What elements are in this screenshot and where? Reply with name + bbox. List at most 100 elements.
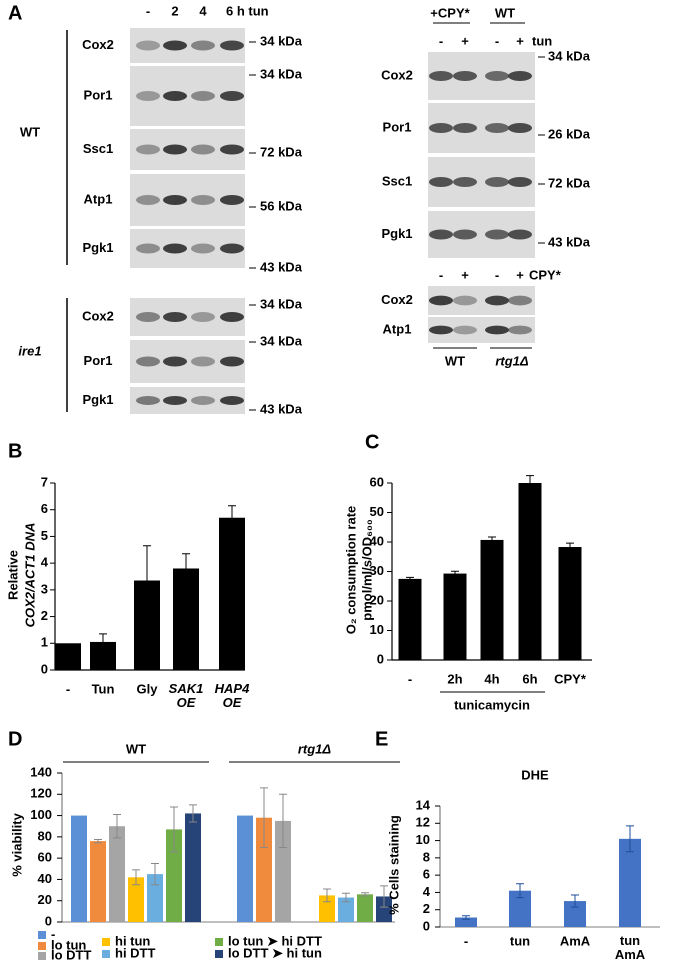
label: Atp1 (383, 321, 412, 336)
panel-label: A (8, 2, 22, 24)
bar (558, 547, 582, 660)
label: 0 (45, 913, 52, 928)
legend-swatch (38, 942, 46, 950)
label: - (146, 3, 150, 18)
label: hi DTT (115, 945, 155, 960)
label: 2 (41, 608, 48, 623)
label: 4h (484, 671, 499, 686)
label: 40 (38, 871, 52, 886)
band (220, 312, 244, 322)
error-bar (279, 793, 287, 848)
label: 4 (423, 884, 431, 899)
band (191, 356, 215, 367)
band (136, 396, 160, 405)
band (429, 71, 453, 81)
band (429, 123, 453, 133)
label: AmA (560, 933, 591, 948)
band (220, 144, 244, 155)
band (136, 144, 160, 155)
label: 20 (370, 592, 384, 607)
band (163, 144, 187, 155)
label: Atp1 (84, 191, 113, 206)
label: 34 kDa (548, 48, 591, 63)
error-bar (260, 787, 268, 848)
label: + (516, 33, 524, 48)
band (508, 295, 532, 306)
label: WT (495, 5, 515, 20)
label: Cox2 (82, 308, 114, 323)
label: - (495, 267, 499, 282)
label: 140 (30, 764, 52, 779)
error-bar (132, 869, 140, 886)
label: Relative (5, 550, 20, 600)
bar (398, 578, 422, 660)
band (429, 295, 453, 306)
bar (90, 841, 106, 922)
band (453, 71, 477, 81)
label: Ssc1 (83, 141, 113, 156)
band (163, 40, 187, 51)
error-bar (361, 892, 369, 897)
band (191, 243, 215, 254)
error-bar (462, 915, 470, 920)
band (163, 396, 187, 405)
band (163, 356, 187, 367)
bar (55, 643, 81, 670)
label: 50 (370, 504, 384, 519)
label: lo DTT ➤ hi tun (228, 945, 322, 960)
bar (338, 897, 354, 922)
label: - (439, 33, 443, 48)
bar (455, 917, 477, 927)
label: 6 (423, 867, 430, 882)
label: 20 (38, 892, 52, 907)
band (485, 123, 509, 133)
label: +CPY* (430, 5, 470, 20)
label: % viability (9, 812, 24, 876)
label: Gly (137, 681, 159, 696)
label: 2 (171, 3, 178, 18)
label: 10 (416, 832, 430, 847)
band (453, 229, 477, 240)
error-bar (189, 804, 197, 823)
band (220, 396, 244, 405)
error-bar (228, 505, 236, 531)
bar (480, 539, 504, 660)
label: 6 h tun (226, 3, 269, 18)
label: 72 kDa (548, 175, 591, 190)
label: WT (445, 353, 465, 368)
band (136, 312, 160, 322)
band (508, 177, 532, 187)
label: Por1 (84, 353, 113, 368)
error-bar (516, 883, 524, 899)
label: + (516, 267, 524, 282)
band (429, 325, 453, 335)
band (191, 144, 215, 155)
label: tun (510, 933, 530, 948)
label: WT (20, 124, 40, 139)
label: + (461, 267, 469, 282)
label: - (495, 33, 499, 48)
bar (275, 820, 291, 922)
band (136, 356, 160, 367)
bar (509, 890, 531, 927)
band (191, 312, 215, 322)
label: 10 (370, 622, 384, 637)
error-bar (626, 825, 634, 853)
bar (219, 517, 245, 670)
legend-swatch (38, 931, 46, 939)
error-bar (380, 885, 388, 908)
label: Pgk1 (82, 240, 113, 255)
band (453, 325, 477, 335)
band (485, 71, 509, 81)
band (191, 195, 215, 205)
band (220, 91, 244, 101)
label: Cox2 (381, 292, 413, 307)
legend-swatch (102, 950, 110, 958)
band (136, 91, 160, 101)
label: - (464, 933, 468, 948)
label: 26 kDa (548, 126, 591, 141)
error-bar (182, 553, 190, 584)
band (453, 295, 477, 306)
label: rtg1Δ (495, 353, 529, 368)
label: 34 kDa (260, 33, 303, 48)
